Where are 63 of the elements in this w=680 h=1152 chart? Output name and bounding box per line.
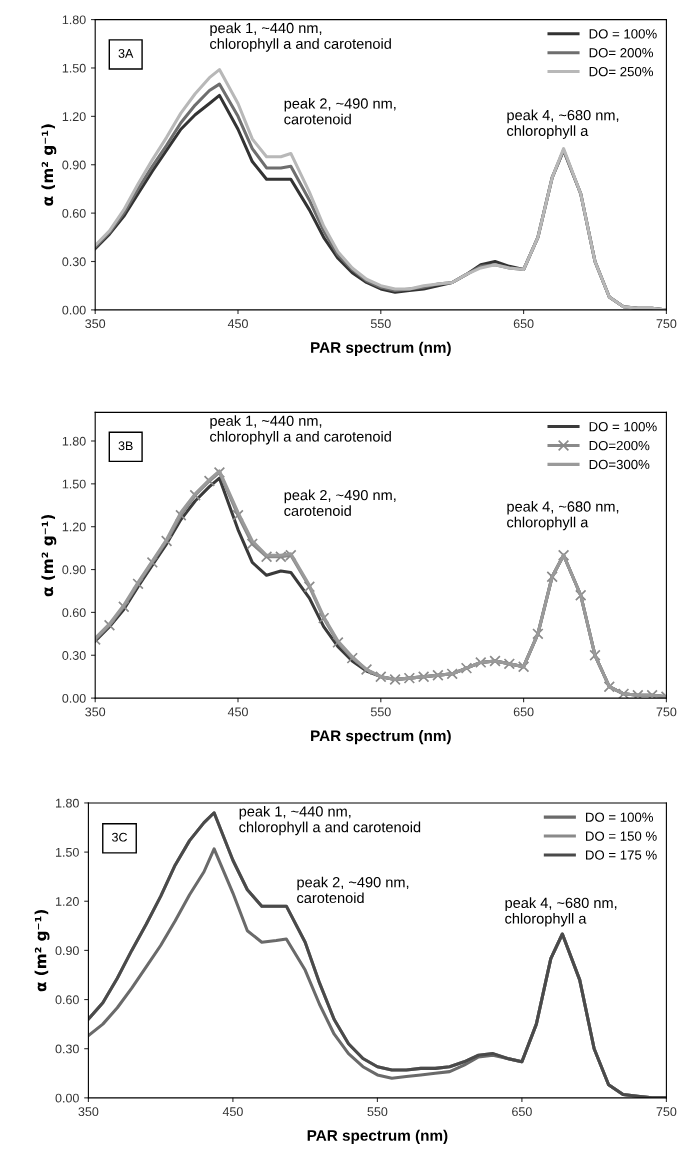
x-tick-label: 750 <box>656 707 677 717</box>
y-tick-label: 1.80 <box>62 436 86 446</box>
x-axis-title: PAR spectrum (nm) <box>307 1129 448 1144</box>
annotation: peak 2, ~490 nm, carotenoid <box>284 97 396 125</box>
y-tick-label: 1.20 <box>62 112 86 121</box>
legend-label: DO = 100% <box>586 812 654 822</box>
x-tick-label: 350 <box>85 707 106 717</box>
x-tick-label: 550 <box>367 1107 388 1117</box>
legend-label: DO=200% <box>589 440 650 451</box>
legend-label: DO = 150 % <box>586 831 657 841</box>
legend-label: DO= 200% <box>589 48 654 58</box>
x-tick-label: 550 <box>370 707 391 717</box>
annotation: peak 4, ~680 nm, chlorophyll a <box>507 109 619 139</box>
x-axis-title: PAR spectrum (nm) <box>311 341 451 356</box>
x-tick-label: 750 <box>656 1107 677 1117</box>
y-tick-label: 0.00 <box>62 305 86 315</box>
annotation: peak 2, ~490 nm, carotenoid <box>297 876 409 904</box>
annotation: peak 2, ~490 nm, carotenoid <box>284 489 396 516</box>
legend-label: DO=300% <box>589 459 650 470</box>
x-tick-label: 650 <box>513 319 534 329</box>
y-tick-label: 0.60 <box>62 608 86 618</box>
y-tick-label: 0.90 <box>62 160 86 170</box>
legend-label: DO = 100% <box>589 422 657 432</box>
x-axis-title: PAR spectrum (nm) <box>311 729 451 745</box>
x-tick-label: 650 <box>512 1107 532 1117</box>
y-tick-label: 1.50 <box>56 847 79 857</box>
y-axis-title: α (m² g⁻¹) <box>41 514 57 597</box>
y-tick-label: 0.00 <box>62 693 86 703</box>
legend-label: DO= 250% <box>589 66 654 77</box>
x-tick-label: 450 <box>227 319 248 329</box>
y-tick-label: 0.90 <box>62 565 86 575</box>
annotation: peak 1, ~440 nm, chlorophyll a and carotenoid <box>210 415 391 445</box>
y-tick-label: 0.90 <box>55 946 79 956</box>
y-axis-title: α (m² g⁻¹) <box>34 910 50 992</box>
annotation: peak 1, ~440 nm, chlorophyll a and carotenoid <box>239 805 421 836</box>
x-tick-label: 450 <box>227 707 248 717</box>
y-tick-label: 0.30 <box>62 257 86 267</box>
y-tick-label: 0.60 <box>62 208 86 218</box>
y-tick-label: 1.50 <box>62 63 86 73</box>
legend-label: DO = 175 % <box>586 850 657 860</box>
x-tick-label: 450 <box>222 1107 243 1117</box>
y-tick-label: 0.60 <box>55 995 79 1005</box>
x-tick-label: 550 <box>370 319 391 329</box>
annotation: peak 1, ~440 nm, chlorophyll a and carotenoid <box>210 22 391 52</box>
y-tick-label: 0.00 <box>55 1093 79 1103</box>
annotation: 3B <box>118 441 133 451</box>
x-tick-label: 650 <box>513 707 534 717</box>
y-tick-label: 1.80 <box>62 15 86 25</box>
y-tick-label: 1.50 <box>62 479 86 489</box>
y-tick-label: 1.20 <box>56 897 79 906</box>
x-tick-label: 750 <box>656 319 677 329</box>
y-tick-label: 0.30 <box>62 651 86 660</box>
legend-label: DO = 100% <box>589 29 657 39</box>
y-axis-title: α (m² g⁻¹) <box>41 124 57 206</box>
y-tick-label: 0.30 <box>55 1044 79 1054</box>
x-tick-label: 350 <box>78 1107 99 1117</box>
annotation: peak 4, ~680 nm, chlorophyll a <box>507 500 619 531</box>
annotation: 3A <box>118 48 134 58</box>
annotation: peak 4, ~680 nm, chlorophyll a <box>505 897 617 927</box>
x-tick-label: 350 <box>85 319 106 329</box>
annotation: 3C <box>112 832 128 842</box>
y-tick-label: 1.20 <box>62 522 86 532</box>
y-tick-label: 1.80 <box>56 798 79 808</box>
